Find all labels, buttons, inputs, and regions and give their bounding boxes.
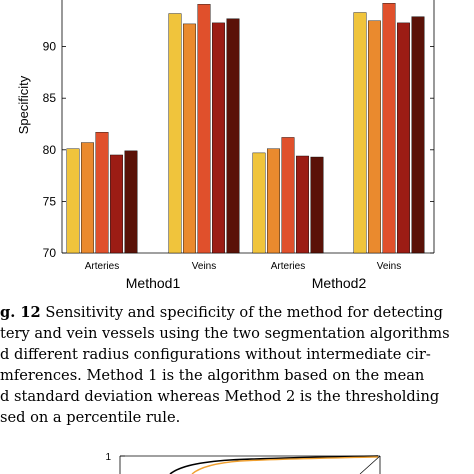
bar [397,22,410,254]
bar [124,150,138,254]
caption-line-5: d standard deviation whereas Method 2 is… [0,388,440,405]
bar [212,22,225,254]
caption-line-6: sed on a percentile rule. [0,409,181,426]
x-axis-labels: Arteries Veins Arteries Veins Method1 Method2 [85,261,401,291]
bar [197,4,211,254]
method-group-label: Method2 [312,275,367,291]
caption-line-4: mferences. Method 1 is the algorithm bas… [0,367,425,384]
bar [226,18,240,254]
bar [382,3,396,254]
bar [267,148,280,254]
y-tick-label: 75 [43,194,57,208]
bar [81,142,94,254]
x-tick-label: Arteries [85,261,119,272]
bar [368,20,381,254]
bar [310,156,324,254]
chart-bars [66,3,425,254]
y-tick-label: 95 [43,0,57,2]
bar [353,12,367,254]
method-group-label: Method1 [126,275,181,291]
caption-line-1: g. 12 Sensitivity and specificity of the… [0,304,444,321]
second-plot-diagonal [359,455,381,474]
bar [168,13,182,254]
figure-label: g. 12 [0,304,41,321]
y-tick-label: 90 [43,40,57,54]
x-tick-label: Veins [192,261,216,272]
bar [252,152,266,254]
y-tick-label: 85 [43,91,57,105]
caption-line-3: d different radius configurations withou… [0,346,431,363]
specificity-bar-chart: 70 75 80 85 90 95 Arteries Veins Arteries Veins M… [16,0,435,291]
bar [66,148,80,254]
bar [95,132,109,254]
second-line-plot: 1 [105,452,381,474]
second-plot-ytick-label: 1 [105,452,111,463]
y-axis-label: Specificity [16,75,31,134]
bar [411,16,425,254]
x-tick-label: Veins [377,261,401,272]
second-plot-orange-curve [191,456,379,474]
y-axis-ticks: 70 75 80 85 90 95 [43,0,434,260]
figure-caption: g. 12 Sensitivity and specificity of the… [0,302,474,428]
bar [281,137,295,254]
bar [110,154,123,254]
caption-line-2: tery and vein vessels using the two segm… [0,325,450,342]
x-tick-label: Arteries [271,261,305,272]
y-tick-label: 80 [43,143,57,157]
second-plot-black-curve [169,455,379,474]
y-tick-label: 70 [43,246,57,260]
bar [183,23,196,254]
bar [296,155,309,254]
